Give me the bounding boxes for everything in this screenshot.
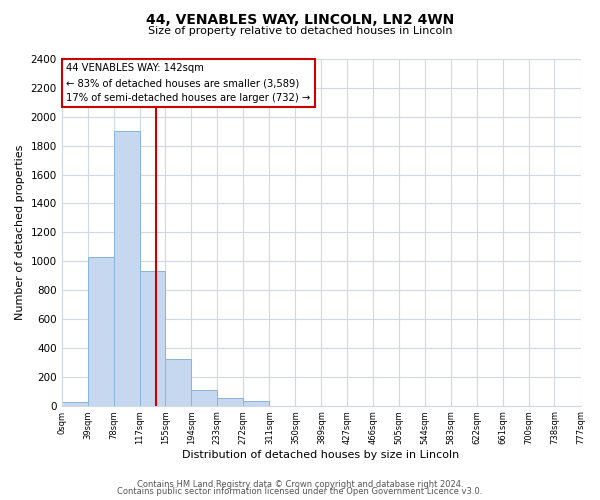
- Text: 44 VENABLES WAY: 142sqm
← 83% of detached houses are smaller (3,589)
17% of semi: 44 VENABLES WAY: 142sqm ← 83% of detache…: [67, 64, 311, 103]
- Text: 44, VENABLES WAY, LINCOLN, LN2 4WN: 44, VENABLES WAY, LINCOLN, LN2 4WN: [146, 12, 454, 26]
- Bar: [217, 398, 243, 406]
- Bar: [243, 400, 269, 406]
- Bar: [114, 131, 140, 406]
- Bar: [62, 402, 88, 406]
- Bar: [140, 272, 165, 406]
- Bar: [165, 360, 191, 406]
- Text: Contains HM Land Registry data © Crown copyright and database right 2024.: Contains HM Land Registry data © Crown c…: [137, 480, 463, 489]
- Bar: [88, 257, 114, 406]
- Text: Size of property relative to detached houses in Lincoln: Size of property relative to detached ho…: [148, 26, 452, 36]
- Text: Contains public sector information licensed under the Open Government Licence v3: Contains public sector information licen…: [118, 487, 482, 496]
- Bar: [191, 390, 217, 406]
- Y-axis label: Number of detached properties: Number of detached properties: [15, 144, 25, 320]
- X-axis label: Distribution of detached houses by size in Lincoln: Distribution of detached houses by size …: [182, 450, 460, 460]
